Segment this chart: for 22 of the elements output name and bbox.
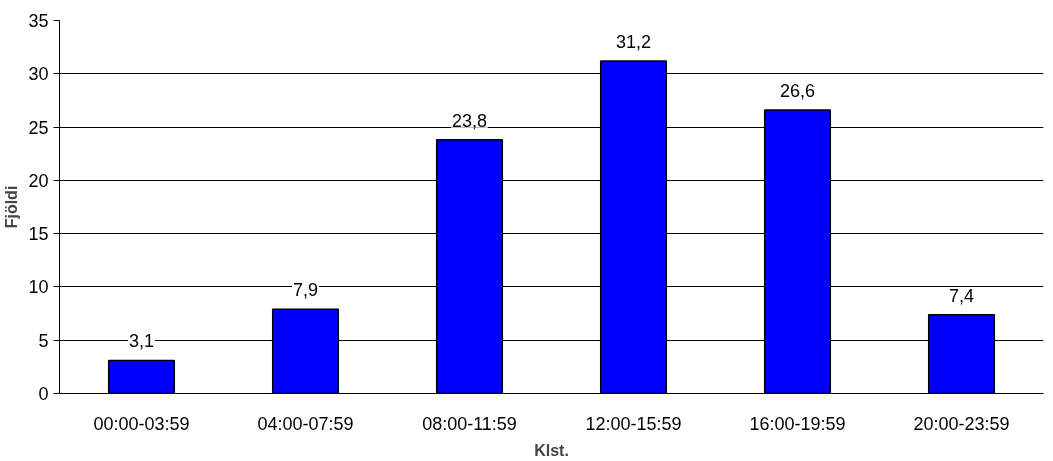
- x-tick-label: 04:00-07:59: [257, 413, 354, 434]
- y-tick-label: 5: [38, 330, 49, 351]
- x-axis-title: Klst.: [534, 441, 569, 459]
- x-tick-label: 00:00-03:59: [93, 413, 190, 434]
- x-tick-label: 16:00-19:59: [749, 413, 846, 434]
- y-tick-label: 15: [28, 224, 49, 245]
- data-label: 7,4: [948, 285, 975, 306]
- y-tick-label: 35: [28, 11, 49, 31]
- x-tick-label: 12:00-15:59: [585, 413, 682, 434]
- y-tick-label: 20: [28, 170, 49, 191]
- y-tick-label: 0: [38, 384, 49, 404]
- data-label: 31,2: [615, 32, 652, 52]
- y-tick-label: 10: [28, 277, 49, 298]
- y-tick-label: 30: [28, 64, 49, 85]
- x-tick-label: 08:00-11:59: [422, 413, 517, 434]
- data-label: 26,6: [779, 81, 816, 102]
- y-axis-title: Fjöldi: [3, 185, 21, 229]
- data-label: 3,1: [128, 331, 155, 352]
- y-tick-label: 25: [28, 117, 49, 138]
- data-label: 7,9: [292, 280, 319, 301]
- x-tick-label: 20:00-23:59: [913, 413, 1010, 434]
- data-label: 23,8: [451, 110, 488, 131]
